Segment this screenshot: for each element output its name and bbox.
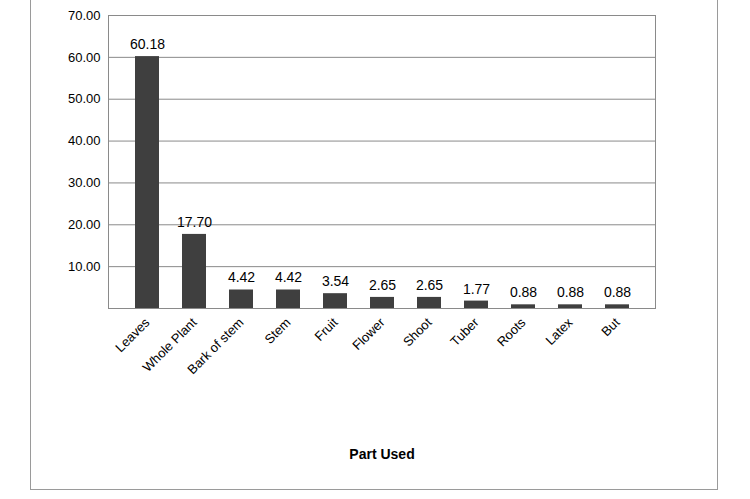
svg-text:0.88: 0.88 (510, 284, 537, 300)
svg-text:Whole Plant: Whole Plant (139, 314, 200, 375)
svg-text:But: But (598, 315, 623, 340)
svg-text:3.54: 3.54 (322, 273, 349, 289)
svg-text:Bark of stem: Bark of stem (184, 315, 246, 377)
svg-text:0.88: 0.88 (604, 284, 631, 300)
svg-text:40.00: 40.00 (68, 133, 101, 148)
svg-text:Part Used: Part Used (349, 446, 414, 462)
svg-text:Roots: Roots (494, 314, 529, 349)
svg-text:4.42: 4.42 (275, 269, 302, 285)
svg-text:Stem: Stem (262, 315, 294, 347)
svg-text:50.00: 50.00 (68, 91, 101, 106)
svg-text:60.00: 60.00 (68, 50, 101, 65)
svg-text:60.18: 60.18 (130, 36, 165, 52)
svg-text:0.88: 0.88 (557, 284, 584, 300)
svg-text:Fruit: Fruit (312, 315, 341, 344)
svg-text:Flower: Flower (349, 314, 388, 353)
svg-text:20.00: 20.00 (68, 217, 101, 232)
svg-text:10.00: 10.00 (68, 259, 101, 274)
svg-text:2.65: 2.65 (369, 277, 396, 293)
svg-text:70.00: 70.00 (68, 8, 101, 23)
svg-text:17.70: 17.70 (177, 214, 212, 230)
svg-text:1.77: 1.77 (463, 281, 490, 297)
svg-text:Leaves: Leaves (112, 314, 153, 355)
svg-text:Shoot: Shoot (400, 315, 435, 350)
svg-text:Latex: Latex (542, 314, 575, 347)
svg-text:30.00: 30.00 (68, 175, 101, 190)
svg-text:2.65: 2.65 (416, 277, 443, 293)
svg-text:4.42: 4.42 (228, 269, 255, 285)
svg-text:Tuber: Tuber (447, 314, 482, 349)
